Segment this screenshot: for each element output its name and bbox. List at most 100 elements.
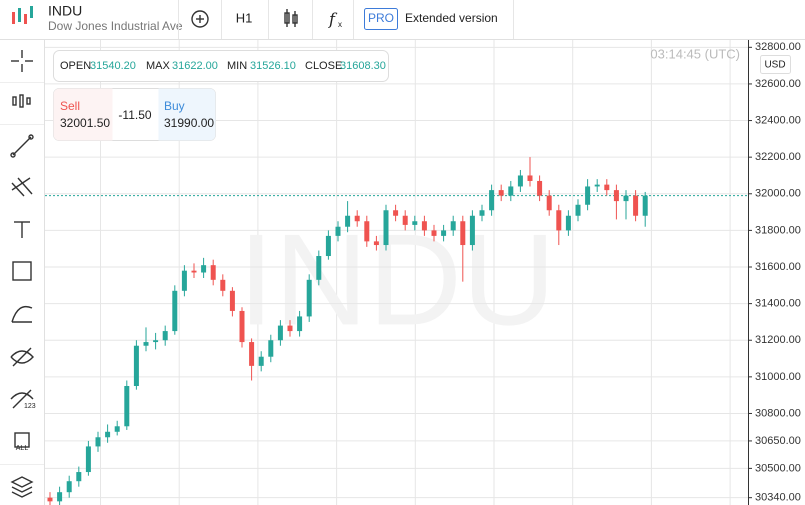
- candle-body: [287, 325, 293, 332]
- top-toolbar: [0, 0, 805, 39]
- candle-body: [594, 184, 600, 187]
- candle-body: [412, 221, 418, 225]
- y-tick-label: 32400.00: [755, 114, 801, 126]
- rect-tool[interactable]: [12, 261, 32, 281]
- open-label: OPEN: [60, 60, 91, 72]
- y-tick-label: 31800.00: [755, 224, 801, 236]
- formula-button[interactable]: f: [328, 10, 338, 29]
- close-label: CLOSE: [305, 60, 342, 72]
- candle-body: [229, 290, 235, 311]
- delete-all-tool[interactable]: ALL: [14, 432, 30, 452]
- add-indicator-button[interactable]: [191, 10, 209, 28]
- candle-body: [469, 215, 475, 246]
- sell-price: 32001.50: [60, 116, 110, 130]
- candle-body: [201, 265, 207, 273]
- crosshair-tool[interactable]: [11, 50, 33, 72]
- candle-body: [114, 426, 120, 432]
- candle-body: [508, 186, 514, 196]
- y-tick-label: 31600.00: [755, 261, 801, 273]
- timeframe-button[interactable]: H1: [236, 10, 253, 25]
- chart-type-button[interactable]: [284, 9, 298, 27]
- candle-body: [133, 345, 139, 387]
- candle-body: [489, 190, 495, 211]
- candle-body: [306, 279, 312, 317]
- candle-body: [76, 472, 82, 482]
- layers-tool[interactable]: [10, 476, 34, 498]
- candle-body: [124, 386, 130, 427]
- candle-body: [153, 340, 159, 343]
- symbol[interactable]: INDU: [48, 3, 82, 19]
- logo: [12, 6, 33, 24]
- close-value: 31608.30: [340, 60, 386, 72]
- candle-body: [575, 204, 581, 216]
- candle-body: [210, 265, 216, 280]
- extended-version[interactable]: Extended version: [405, 11, 498, 25]
- min-value: 31526.10: [250, 60, 296, 72]
- candle-body: [421, 221, 427, 231]
- currency-badge[interactable]: [760, 55, 791, 74]
- candle-body: [633, 195, 639, 216]
- pro-label: PRO: [368, 11, 394, 25]
- y-tick-label: 32600.00: [755, 78, 801, 90]
- candle-body: [354, 215, 360, 222]
- y-tick-label: 31000.00: [755, 371, 801, 383]
- sell-button[interactable]: [53, 88, 113, 141]
- candle-body: [441, 230, 447, 236]
- candle-body: [460, 221, 466, 246]
- pro-badge[interactable]: [364, 8, 398, 30]
- spread: -11.50: [118, 108, 151, 122]
- brush-tool[interactable]: [11, 305, 33, 323]
- y-tick-label: 30650.00: [755, 435, 801, 447]
- candle-body: [85, 446, 91, 473]
- trade-panel: Sell 32001.50 -11.50 Buy 31990.00: [53, 88, 216, 141]
- buy-price: 31990.00: [164, 116, 214, 130]
- candle-body: [162, 331, 168, 341]
- fib-tool[interactable]: [11, 177, 33, 197]
- watermark: INDU: [238, 206, 556, 352]
- buy-button[interactable]: [158, 88, 216, 141]
- candle-body: [450, 221, 456, 231]
- candle-body: [220, 279, 226, 291]
- candle-body: [364, 221, 370, 242]
- max-label: MAX: [146, 60, 171, 72]
- y-tick-label: 30340.00: [755, 492, 801, 504]
- candle-body: [383, 210, 389, 246]
- candle-body: [57, 492, 63, 502]
- candle-body: [191, 270, 197, 273]
- text-tool[interactable]: [14, 221, 30, 238]
- y-tick-label: 30800.00: [755, 407, 801, 419]
- candle-body: [47, 497, 53, 502]
- candle-body: [517, 175, 523, 187]
- hide-indicators-tool[interactable]: 123: [10, 389, 36, 410]
- y-tick-label: 30500.00: [755, 462, 801, 474]
- y-tick-label: 31400.00: [755, 298, 801, 310]
- candle-body: [537, 180, 543, 196]
- hide-drawings-tool[interactable]: [10, 347, 34, 367]
- candle-body: [345, 215, 351, 227]
- candle-body: [277, 325, 283, 341]
- candle-body: [258, 356, 264, 366]
- svg-text:123: 123: [24, 403, 36, 410]
- y-tick-label: 31200.00: [755, 334, 801, 346]
- candle-body: [642, 195, 648, 216]
- candle-body: [585, 186, 591, 205]
- candle-body: [479, 210, 485, 216]
- sell-label: Sell: [60, 99, 80, 113]
- buy-label: Buy: [164, 99, 185, 113]
- line-tool[interactable]: [10, 134, 34, 158]
- y-tick-label: 32800.00: [755, 41, 801, 53]
- candle-body: [498, 190, 504, 196]
- indicators-tool[interactable]: [12, 94, 31, 108]
- candle-body: [66, 481, 72, 493]
- candle-body: [181, 270, 187, 291]
- open-value: 31540.20: [90, 60, 136, 72]
- currency: USD: [764, 60, 785, 71]
- clock: 03:14:45 (UTC): [650, 46, 740, 61]
- candle-body: [268, 340, 274, 357]
- candle-body: [623, 195, 629, 202]
- candle-body: [613, 190, 619, 202]
- candle-body: [556, 210, 562, 231]
- candle-body: [335, 226, 341, 236]
- candle-body: [249, 342, 255, 366]
